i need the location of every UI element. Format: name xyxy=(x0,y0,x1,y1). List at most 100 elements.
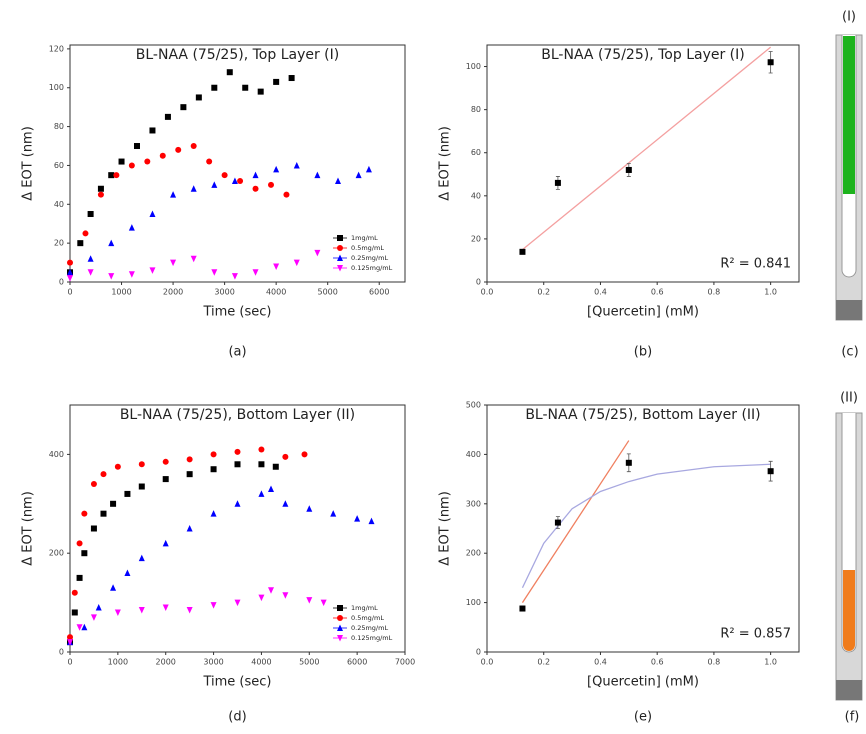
point xyxy=(554,179,561,186)
x-tick-label: 1000 xyxy=(108,658,128,667)
legend-marker xyxy=(337,624,343,631)
y-axis-label: Δ EOT (nm) xyxy=(438,491,453,566)
point xyxy=(314,171,321,179)
point xyxy=(210,602,217,609)
caption: (d) xyxy=(228,710,246,725)
point xyxy=(186,471,193,478)
point xyxy=(76,540,83,547)
plot-frame xyxy=(69,404,406,653)
point xyxy=(110,500,117,507)
x-tick-label: 1000 xyxy=(111,288,131,297)
point xyxy=(97,191,104,198)
base xyxy=(836,680,862,700)
point xyxy=(211,269,218,276)
point xyxy=(282,453,289,460)
point xyxy=(258,594,265,602)
plot-frame xyxy=(69,44,406,283)
y-tick-label: 20 xyxy=(471,234,481,243)
point xyxy=(252,269,259,276)
legend-label: 0.5mg/mL xyxy=(351,244,384,252)
point xyxy=(77,240,84,247)
point xyxy=(175,146,182,153)
point xyxy=(138,483,145,490)
point xyxy=(90,614,97,621)
y-tick-label: 100 xyxy=(466,62,481,71)
x-tick-label: 4000 xyxy=(266,288,286,297)
point xyxy=(190,143,197,150)
point xyxy=(210,466,217,473)
x-tick-label: 1.0 xyxy=(764,288,777,297)
point xyxy=(330,510,337,517)
plot-frame xyxy=(486,44,800,283)
x-tick-label: 6000 xyxy=(369,288,389,297)
y-axis-label: Δ EOT (nm) xyxy=(438,126,453,201)
y-tick-label: 60 xyxy=(471,148,481,157)
point xyxy=(221,172,228,179)
legend-marker xyxy=(337,245,343,251)
x-tick-label: 0.2 xyxy=(537,288,550,297)
point xyxy=(186,607,193,614)
point xyxy=(67,275,73,282)
point xyxy=(81,550,88,557)
legend-label: 1mg/mL xyxy=(351,604,378,612)
legend-label: 0.125mg/mL xyxy=(351,264,393,272)
x-axis-label: Time (sec) xyxy=(202,305,271,320)
point xyxy=(162,539,169,547)
point xyxy=(114,463,121,470)
point xyxy=(76,574,83,581)
x-tick-label: 0.0 xyxy=(481,658,494,667)
point xyxy=(186,456,193,463)
point xyxy=(293,161,300,169)
point xyxy=(258,446,265,453)
point xyxy=(108,172,115,179)
annotation: R² = 0.841 xyxy=(720,257,791,272)
point xyxy=(272,463,279,470)
point xyxy=(87,211,94,218)
legend-marker xyxy=(337,615,343,621)
point xyxy=(149,127,156,134)
fit-line xyxy=(521,440,630,603)
x-tick-label: 0.0 xyxy=(481,288,494,297)
point xyxy=(71,609,78,616)
y-tick-label: 60 xyxy=(54,161,64,170)
caption: (f) xyxy=(845,710,860,725)
point xyxy=(100,471,107,478)
point xyxy=(159,152,166,159)
legend-label: 0.5mg/mL xyxy=(351,614,384,622)
fit-line xyxy=(521,463,771,589)
x-tick-label: 2000 xyxy=(156,658,176,667)
point xyxy=(242,84,249,91)
x-tick-label: 0.8 xyxy=(708,658,721,667)
diagram-f xyxy=(835,412,863,701)
plot-frame xyxy=(486,404,800,653)
x-tick-label: 0 xyxy=(67,658,72,667)
point xyxy=(234,461,241,468)
fit-line xyxy=(522,46,772,251)
legend-marker xyxy=(337,635,343,642)
annotation: R² = 0.857 xyxy=(720,627,791,642)
y-axis-label: Δ EOT (nm) xyxy=(21,126,36,201)
point xyxy=(354,515,361,522)
y-tick-label: 0 xyxy=(476,278,481,287)
point xyxy=(273,165,280,173)
point xyxy=(128,162,135,169)
point xyxy=(114,609,121,616)
point xyxy=(519,605,526,612)
x-tick-label: 0.6 xyxy=(651,288,664,297)
point xyxy=(67,268,73,276)
point xyxy=(162,458,169,465)
point xyxy=(164,113,171,120)
y-tick-label: 100 xyxy=(49,83,64,92)
legend-label: 0.25mg/mL xyxy=(351,624,388,632)
y-tick-label: 40 xyxy=(54,200,64,209)
point xyxy=(231,177,238,184)
x-tick-label: 4000 xyxy=(251,658,271,667)
base xyxy=(836,300,862,320)
point xyxy=(211,181,218,188)
legend-marker xyxy=(337,605,343,611)
y-tick-label: 80 xyxy=(471,105,481,114)
point xyxy=(149,210,156,218)
point xyxy=(268,485,274,492)
point xyxy=(190,255,197,263)
